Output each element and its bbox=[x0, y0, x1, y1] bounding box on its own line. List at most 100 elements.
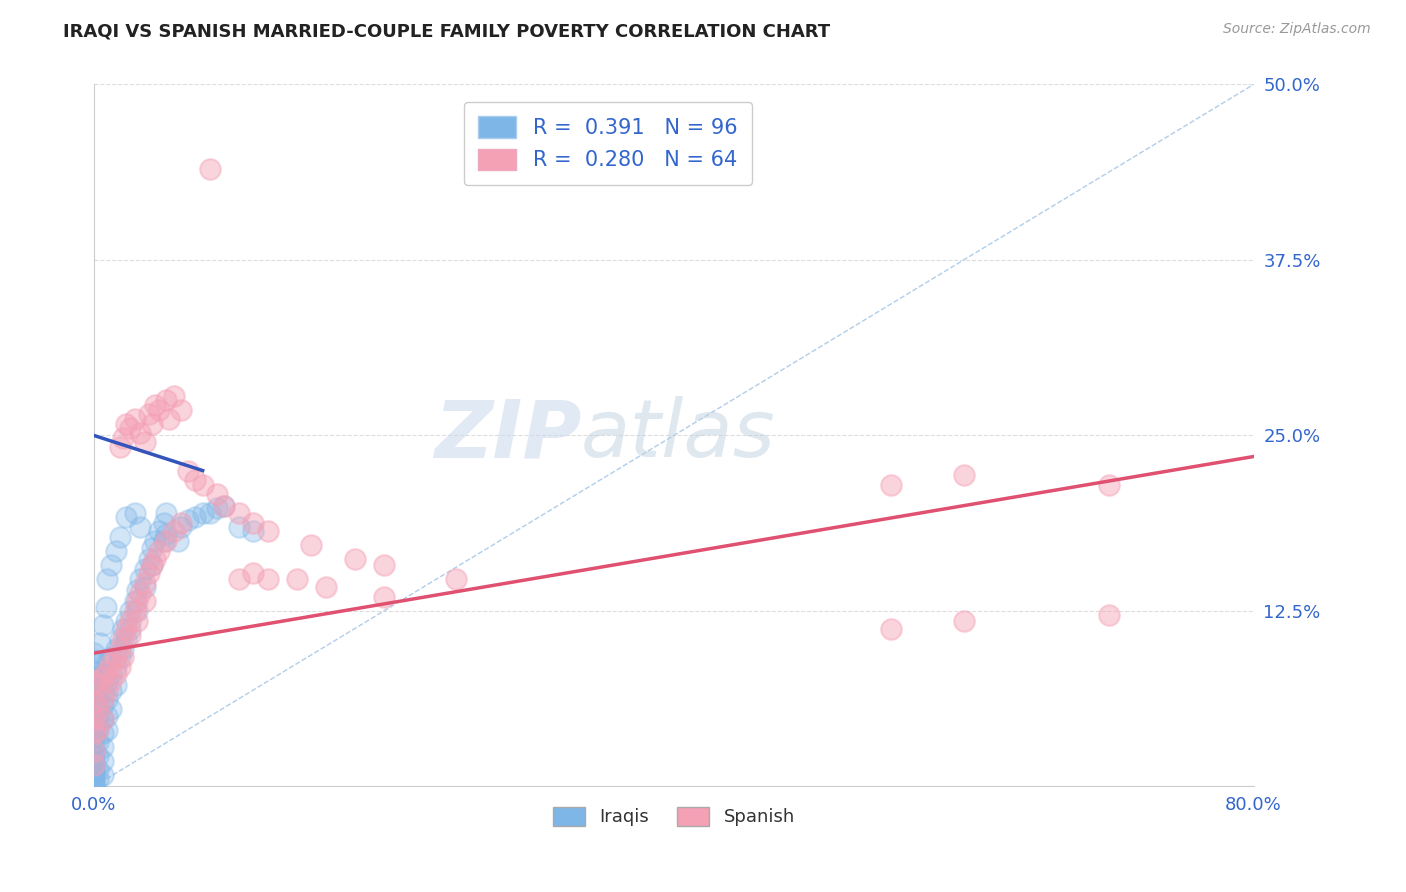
Point bbox=[83, 758, 105, 772]
Point bbox=[108, 632, 131, 646]
Point bbox=[129, 585, 152, 599]
Point bbox=[91, 754, 114, 768]
Point bbox=[198, 161, 221, 176]
Point bbox=[83, 653, 105, 667]
Point bbox=[104, 543, 127, 558]
Point bbox=[880, 622, 903, 636]
Point bbox=[127, 582, 149, 597]
Point bbox=[315, 580, 337, 594]
Point bbox=[96, 684, 118, 698]
Point bbox=[134, 435, 156, 450]
Point bbox=[83, 665, 105, 679]
Point bbox=[242, 566, 264, 580]
Point bbox=[155, 533, 177, 548]
Point bbox=[129, 519, 152, 533]
Point bbox=[104, 667, 127, 681]
Point bbox=[83, 744, 105, 758]
Point bbox=[83, 716, 105, 731]
Point bbox=[157, 411, 180, 425]
Point bbox=[91, 712, 114, 726]
Point bbox=[127, 614, 149, 628]
Point bbox=[96, 674, 118, 689]
Point bbox=[108, 440, 131, 454]
Point bbox=[89, 636, 111, 650]
Point bbox=[228, 519, 250, 533]
Point bbox=[163, 524, 186, 538]
Point bbox=[83, 726, 105, 740]
Point bbox=[111, 622, 134, 636]
Point bbox=[96, 709, 118, 723]
Point bbox=[87, 734, 110, 748]
Point bbox=[163, 389, 186, 403]
Point bbox=[108, 530, 131, 544]
Point bbox=[148, 403, 170, 417]
Point bbox=[134, 575, 156, 590]
Point bbox=[100, 684, 122, 698]
Point bbox=[141, 558, 163, 572]
Point bbox=[96, 656, 118, 670]
Point bbox=[177, 513, 200, 527]
Point bbox=[83, 709, 105, 723]
Point bbox=[446, 572, 468, 586]
Point bbox=[83, 688, 105, 702]
Point bbox=[91, 618, 114, 632]
Point bbox=[104, 641, 127, 656]
Point bbox=[242, 524, 264, 538]
Point bbox=[152, 533, 174, 548]
Point bbox=[83, 763, 105, 777]
Point bbox=[111, 641, 134, 656]
Point bbox=[285, 572, 308, 586]
Point bbox=[373, 590, 395, 604]
Text: atlas: atlas bbox=[581, 396, 776, 475]
Point bbox=[91, 698, 114, 712]
Point bbox=[83, 780, 105, 794]
Point bbox=[83, 726, 105, 740]
Point bbox=[87, 678, 110, 692]
Point bbox=[96, 723, 118, 738]
Point bbox=[96, 692, 118, 706]
Point bbox=[177, 464, 200, 478]
Point bbox=[91, 712, 114, 726]
Point bbox=[152, 516, 174, 530]
Point bbox=[83, 695, 105, 709]
Point bbox=[134, 580, 156, 594]
Point bbox=[138, 408, 160, 422]
Point bbox=[91, 667, 114, 681]
Point bbox=[170, 403, 193, 417]
Point bbox=[114, 622, 136, 636]
Point bbox=[167, 533, 190, 548]
Point bbox=[83, 695, 105, 709]
Point bbox=[87, 702, 110, 716]
Point bbox=[120, 628, 142, 642]
Point bbox=[91, 740, 114, 755]
Point bbox=[124, 604, 146, 618]
Point bbox=[100, 558, 122, 572]
Point bbox=[91, 692, 114, 706]
Point bbox=[299, 538, 322, 552]
Point bbox=[104, 660, 127, 674]
Point bbox=[257, 572, 280, 586]
Point bbox=[111, 650, 134, 665]
Point bbox=[100, 667, 122, 681]
Point bbox=[124, 411, 146, 425]
Point bbox=[952, 614, 974, 628]
Point bbox=[120, 421, 142, 435]
Point bbox=[127, 594, 149, 608]
Point bbox=[205, 487, 228, 501]
Point bbox=[87, 695, 110, 709]
Point bbox=[83, 723, 105, 738]
Point bbox=[170, 516, 193, 530]
Point bbox=[83, 748, 105, 763]
Point bbox=[83, 656, 105, 670]
Point bbox=[141, 541, 163, 555]
Point bbox=[124, 594, 146, 608]
Legend: Iraqis, Spanish: Iraqis, Spanish bbox=[546, 800, 801, 834]
Point bbox=[104, 678, 127, 692]
Point bbox=[170, 519, 193, 533]
Point bbox=[184, 474, 207, 488]
Point bbox=[214, 499, 236, 513]
Point bbox=[91, 726, 114, 740]
Point bbox=[148, 543, 170, 558]
Point bbox=[205, 501, 228, 516]
Point bbox=[120, 604, 142, 618]
